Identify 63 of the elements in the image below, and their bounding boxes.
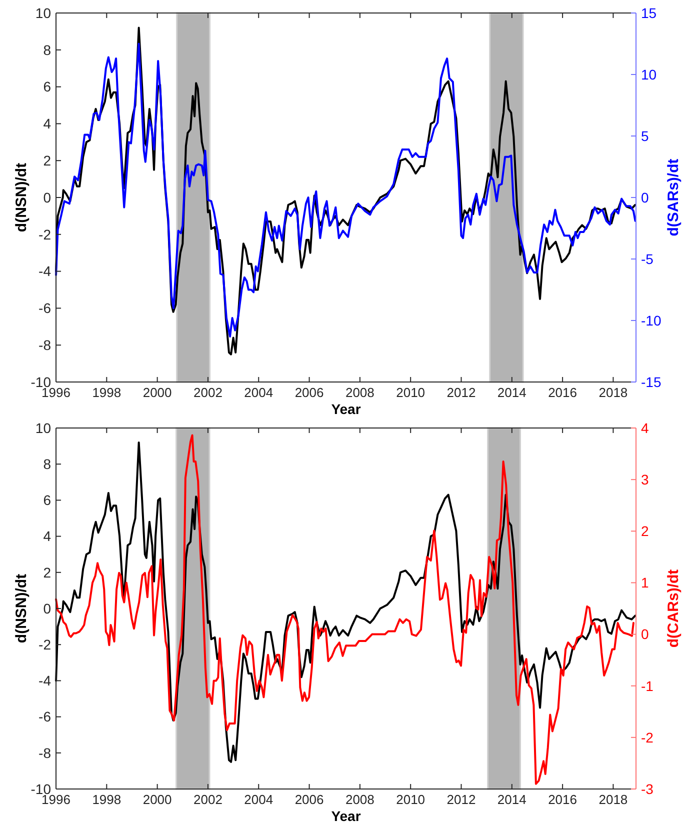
y-tick-label: -4 [38, 672, 52, 689]
y2-tick-label: 4 [641, 420, 649, 436]
x-tick-label: 2000 [142, 385, 172, 400]
y-tick-label: 2 [43, 564, 52, 580]
y-axis-title: d(NSN)/dt [13, 574, 30, 644]
y2-tick-label: 5 [641, 128, 649, 144]
x-tick-label: 2000 [142, 792, 172, 807]
x-tick-label: 2002 [194, 385, 222, 400]
x-tick-label: 2006 [294, 385, 324, 400]
y2-tick-label: -1 [641, 678, 654, 694]
y-tick-label: -8 [38, 337, 52, 353]
y2-tick-label: 0 [641, 189, 649, 206]
y-tick-label: -8 [38, 744, 52, 761]
x-tick-label: 2002 [194, 792, 222, 807]
y2-tick-label: 15 [641, 4, 657, 21]
y-tick-label: -2 [38, 636, 52, 652]
y-tick-label: 4 [43, 528, 52, 544]
x-tick-label: 2004 [244, 792, 274, 807]
y-tick-label: 2 [43, 152, 52, 168]
x-axis-title: Year [331, 401, 362, 417]
x-tick-label: 1998 [92, 792, 122, 807]
y-tick-label: 10 [35, 4, 52, 21]
x-tick-label: 2018 [598, 792, 628, 807]
y2-tick-label: 2 [641, 523, 649, 540]
x-axis-title: Year [331, 808, 362, 824]
y-tick-label: 8 [43, 456, 52, 472]
y-tick-label: 8 [43, 42, 52, 58]
x-tick-label: 2014 [497, 792, 526, 807]
x-tick-label: 2014 [497, 385, 526, 400]
y-tick-label: 0 [43, 600, 52, 616]
y2-tick-label: -10 [641, 312, 662, 328]
x-tick-label: 2016 [548, 792, 578, 807]
y-axis-title: d(NSN)/dt [13, 162, 30, 232]
x-tick-label: 2018 [598, 385, 628, 400]
x-tick-label: 2006 [294, 792, 324, 807]
y2-tick-label: -3 [641, 780, 654, 797]
y2-tick-label: 1 [641, 574, 649, 591]
x-tick-label: 2004 [244, 385, 274, 400]
y-tick-label: 6 [43, 78, 52, 95]
x-tick-label: 2008 [345, 385, 374, 400]
x-tick-label: 2012 [446, 385, 476, 400]
y-tick-label: -4 [38, 263, 52, 280]
x-tick-label: 2012 [446, 792, 476, 807]
x-tick-label: 2010 [396, 385, 426, 400]
y-tick-label: 4 [43, 116, 52, 132]
y-tick-label: -6 [38, 300, 52, 316]
x-tick-label: 2008 [345, 792, 374, 807]
y-tick-label: -6 [38, 708, 52, 725]
y2-tick-label: 3 [641, 471, 649, 488]
y-tick-label: 10 [35, 420, 52, 436]
y2-tick-label: 10 [641, 66, 657, 82]
x-tick-label: 2016 [548, 385, 578, 400]
x-tick-label: 1998 [92, 385, 122, 400]
y2-axis-title: d(CARs)/dt [665, 569, 682, 648]
x-tick-label: 2010 [396, 792, 426, 807]
y2-tick-label: 0 [641, 626, 649, 642]
y2-tick-label: -5 [641, 250, 654, 267]
y2-axis-title: d(SARs)/dt [665, 158, 682, 236]
y-tick-label: 0 [43, 189, 52, 206]
y2-tick-label: -2 [641, 729, 654, 746]
y-tick-label: -2 [38, 226, 52, 242]
y2-tick-label: -15 [641, 374, 662, 390]
y-tick-label: 6 [43, 492, 52, 508]
